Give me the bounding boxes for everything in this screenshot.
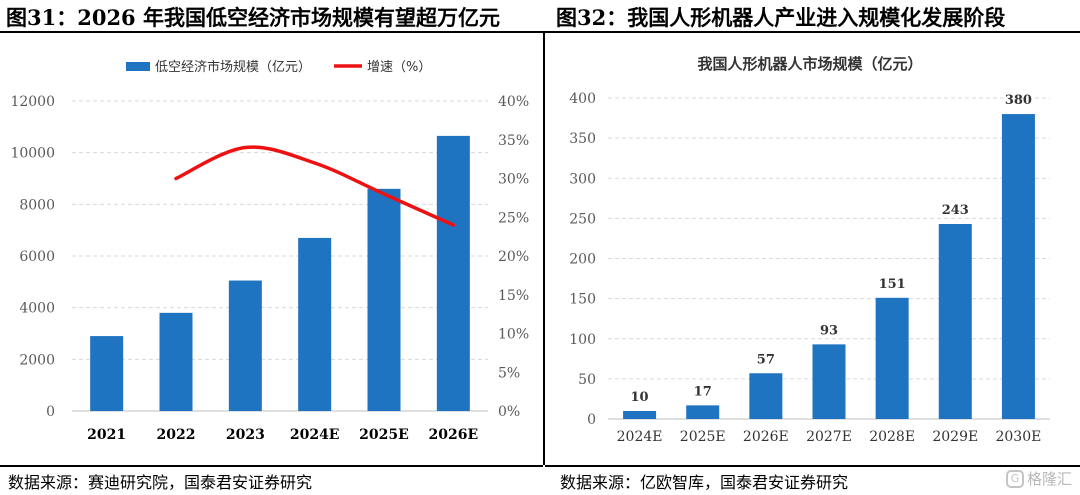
- right-y-tick-label: 35%: [498, 133, 529, 149]
- right-y-tick-label: 250: [569, 211, 596, 227]
- right-source-note: 数据来源：亿欧智库，国泰君安证券研究: [560, 473, 849, 492]
- right-y-tick-label: 15%: [498, 288, 529, 304]
- left-x-tick-label: 2023: [226, 427, 265, 443]
- right-bar: [623, 410, 657, 419]
- left-bar: [90, 336, 124, 411]
- right-y-tick-label: 100: [569, 332, 596, 348]
- right-bar-value-label: 10: [631, 390, 649, 405]
- right-bar-value-label: 243: [942, 203, 969, 218]
- watermark: G 格隆汇: [1005, 468, 1072, 489]
- right-x-tick-label: 2027E: [806, 429, 852, 445]
- right-bar-value-label: 380: [1005, 93, 1032, 108]
- right-bar-value-label: 93: [820, 323, 838, 338]
- right-y-tick-label: 50: [578, 372, 596, 388]
- left-source-note: 数据来源：赛迪研究院，国泰君安证券研究: [8, 473, 313, 492]
- right-y-tick-label: 20%: [498, 249, 529, 265]
- left-bar: [298, 237, 332, 411]
- left-bar: [367, 188, 401, 411]
- right-bar: [686, 405, 720, 419]
- right-bar: [749, 373, 783, 419]
- left-y-tick-label: 6000: [19, 249, 55, 265]
- right-y-tick-label: 30%: [498, 172, 529, 188]
- right-bar-value-label: 17: [694, 384, 712, 399]
- right-y-tick-label: 0: [587, 412, 596, 428]
- right-figure-title: 图32：我国人形机器人产业进入规模化发展阶段: [556, 5, 1006, 30]
- right-bottom-rule: [545, 465, 1080, 467]
- left-y-tick-label: 12000: [10, 94, 55, 110]
- right-x-tick-label: 2030E: [995, 429, 1041, 445]
- left-bar: [436, 135, 470, 411]
- left-figure-title: 图31：2026 年我国低空经济市场规模有望超万亿元: [6, 5, 500, 30]
- right-x-tick-label: 2025E: [680, 429, 726, 445]
- legend-label-growth: 增速（%）: [367, 60, 431, 75]
- left-y-tick-label: 2000: [19, 352, 55, 368]
- right-y-tick-label: 40%: [498, 94, 529, 110]
- right-x-tick-label: 2029E: [932, 429, 978, 445]
- right-bar: [812, 344, 846, 419]
- right-top-rule: [545, 31, 1080, 33]
- panel-separator: [543, 31, 545, 465]
- right-y-tick-label: 0%: [498, 404, 520, 420]
- right-x-tick-label: 2026E: [743, 429, 789, 445]
- right-x-tick-label: 2024E: [617, 429, 663, 445]
- left-top-rule: [0, 31, 543, 33]
- growth-rate-line: [174, 145, 456, 227]
- left-x-tick-label: 2024E: [290, 427, 340, 443]
- right-bar-value-label: 57: [757, 352, 775, 367]
- legend-swatch-market-size: [126, 62, 150, 71]
- right-bar-value-label: 151: [879, 277, 906, 292]
- legend-label-market-size: 低空经济市场规模（亿元）: [155, 59, 311, 75]
- right-y-tick-label: 400: [569, 91, 596, 107]
- right-bar: [875, 297, 909, 419]
- left-y-tick-label: 10000: [10, 146, 55, 162]
- left-bar: [228, 280, 262, 411]
- right-y-tick-label: 350: [569, 131, 596, 147]
- left-x-tick-label: 2022: [157, 427, 196, 443]
- right-y-tick-label: 25%: [498, 210, 529, 226]
- right-chart-title: 我国人形机器人市场规模（亿元）: [697, 55, 922, 73]
- right-y-tick-label: 5%: [498, 365, 520, 381]
- left-x-tick-label: 2026E: [429, 427, 479, 443]
- right-y-tick-label: 200: [569, 252, 596, 268]
- right-x-tick-label: 2028E: [869, 429, 915, 445]
- watermark-logo-icon: G: [1005, 469, 1024, 488]
- left-bar: [159, 312, 193, 411]
- watermark-text: 格隆汇: [1026, 470, 1072, 488]
- left-x-tick-label: 2025E: [359, 427, 409, 443]
- right-y-tick-label: 300: [569, 171, 596, 187]
- left-y-tick-label: 8000: [19, 197, 55, 213]
- left-y-tick-label: 4000: [19, 301, 55, 317]
- right-y-tick-label: 150: [569, 292, 596, 308]
- left-y-tick-label: 0: [46, 404, 55, 420]
- right-y-tick-label: 10%: [498, 327, 529, 343]
- left-bottom-rule: [0, 465, 543, 467]
- right-bar: [938, 223, 972, 419]
- left-x-tick-label: 2021: [87, 427, 126, 443]
- right-bar: [1001, 114, 1035, 420]
